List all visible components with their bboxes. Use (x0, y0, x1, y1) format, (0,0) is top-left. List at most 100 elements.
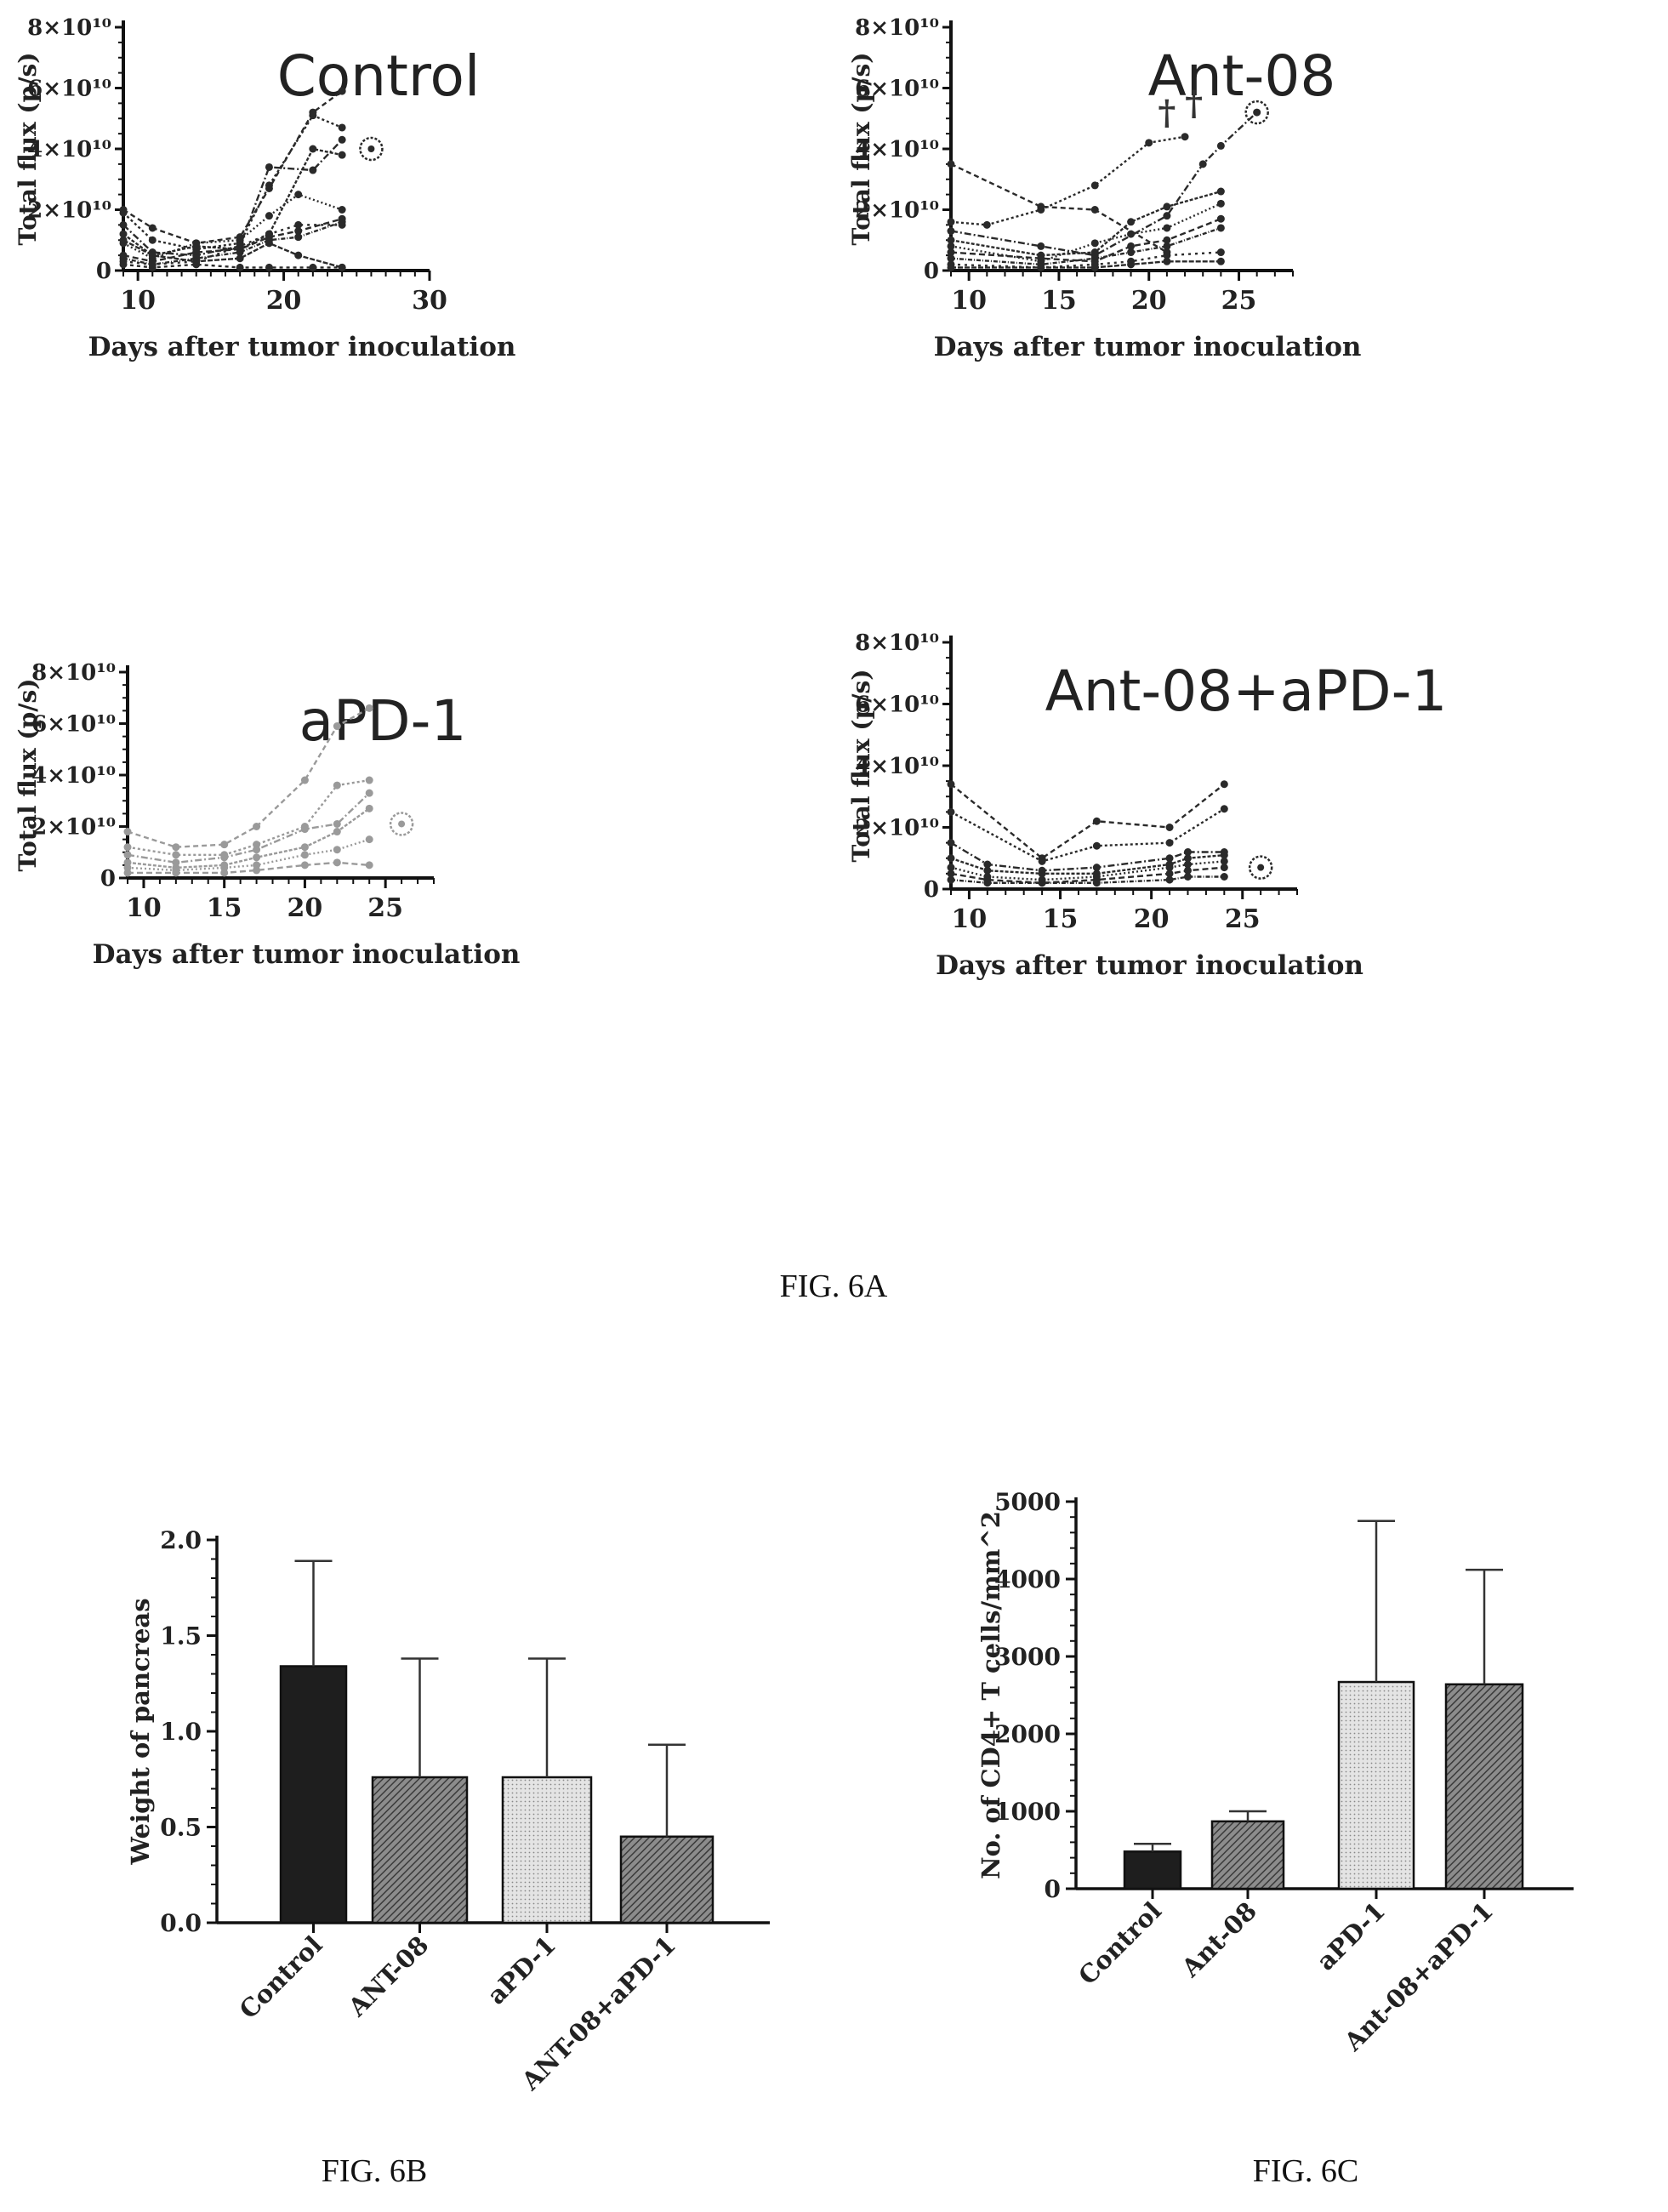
pancreas-y-tick-label: 2.0 (160, 1526, 202, 1554)
combo-data-point (1092, 841, 1101, 850)
combo-data-point (1038, 879, 1046, 887)
control-data-point (119, 260, 128, 269)
apd1-x-tick-label: 15 (207, 893, 242, 923)
ant08-data-point (1127, 248, 1136, 257)
control-y-tick-label: 4×10¹⁰ (27, 137, 111, 162)
apd1-data-point (220, 853, 229, 862)
pancreas-y-tick-label: 0.0 (160, 1909, 202, 1937)
combo-circled-point-dot (1257, 864, 1265, 871)
apd1-y-tick-label: 4×10¹⁰ (31, 763, 116, 789)
apd1-title: aPD-1 (299, 688, 467, 754)
apd1-data-point (220, 869, 229, 877)
combo-data-point (1183, 848, 1192, 856)
ant08-data-point (1127, 260, 1136, 269)
apd1-data-point (123, 869, 132, 877)
ant08-data-point (947, 242, 955, 250)
apd1-data-point (220, 841, 229, 849)
ant08-data-point (1037, 263, 1045, 271)
combo-x-tick-label: 25 (1225, 904, 1261, 934)
ant08-data-point (1090, 181, 1099, 190)
ant08-data-point (1090, 263, 1099, 271)
ant08-data-point (1163, 224, 1171, 232)
control-data-point (192, 248, 201, 257)
control-x-tick-label: 10 (120, 286, 156, 316)
combo-data-point (1038, 857, 1046, 865)
combo-line-chart: 0 2×10¹⁰ 4×10¹⁰ 6×10¹⁰ 8×10¹⁰ 10 15 20 25 Days af… (847, 630, 1447, 981)
ant08-data-point (1216, 248, 1225, 257)
apd1-data-point (253, 853, 261, 862)
ant08-x-tick-label: 25 (1221, 286, 1257, 316)
combo-data-point (1092, 864, 1101, 872)
control-data-point (309, 145, 317, 153)
control-data-point (294, 233, 303, 242)
cd4-y-tick-label: 1000 (994, 1798, 1061, 1826)
combo-circled-point-icon (1248, 855, 1273, 880)
pancreas-bar (619, 1835, 714, 1924)
ant08-data-point (1216, 187, 1225, 196)
ant08-data-point (1163, 251, 1171, 259)
ant08-data-point (1163, 236, 1171, 244)
control-data-point (294, 251, 303, 259)
pancreas-weight-bar-chart: 0.0 0.5 1.0 1.5 2.0 Weight of pancreas Control… (126, 1526, 770, 2096)
control-x-axis-label: Days after tumor inoculation (88, 332, 516, 362)
cd4-y-tick-label: 0 (1045, 1875, 1061, 1903)
combo-data-point (947, 807, 955, 816)
control-data-point (338, 135, 346, 144)
pancreas-category-label: ANT-08 (342, 1930, 434, 2022)
control-data-point (294, 191, 303, 199)
cd4-category-label: Control (1073, 1896, 1167, 1991)
apd1-data-point (365, 789, 373, 797)
cd4-y-tick-label: 5000 (994, 1488, 1061, 1516)
ant08-data-point (947, 218, 955, 226)
ant08-series-line (950, 218, 1221, 263)
ant08-data-point (1127, 230, 1136, 238)
apd1-data-point (333, 828, 341, 836)
control-data-point (236, 236, 244, 244)
apd1-y-tick-label: 0 (100, 866, 116, 892)
combo-data-point (1165, 864, 1174, 872)
combo-y-tick-label: 6×10¹⁰ (855, 693, 939, 718)
control-y-tick-label: 0 (96, 259, 111, 284)
pancreas-category-label: aPD-1 (481, 1930, 561, 2010)
combo-data-point (947, 875, 955, 884)
apd1-data-point (172, 851, 180, 859)
cd4-category-label: aPD-1 (1311, 1896, 1391, 1976)
ant08-y-tick-label: 2×10¹⁰ (855, 198, 939, 224)
apd1-data-point (333, 819, 341, 828)
control-data-point (119, 208, 128, 217)
combo-y-tick-label: 2×10¹⁰ (855, 816, 939, 841)
control-data-point (338, 263, 346, 271)
apd1-circled-point-dot (398, 820, 406, 828)
ant08-data-point (1163, 257, 1171, 265)
apd1-data-point (300, 851, 309, 859)
control-data-point (338, 206, 346, 214)
combo-data-point (1220, 851, 1228, 859)
cd4-y-tick-label: 2000 (994, 1720, 1061, 1748)
combo-data-point (1165, 839, 1174, 847)
control-data-point (338, 220, 346, 229)
combo-data-point (1165, 854, 1174, 863)
combo-data-point (1183, 860, 1192, 869)
control-data-point (148, 263, 157, 271)
control-line-chart: 0 2×10¹⁰ 4×10¹⁰ 6×10¹⁰ 8×10¹⁰ 10 20 30 Days afte… (14, 15, 516, 362)
pancreas-y-tick-label: 1.5 (160, 1622, 202, 1650)
combo-data-point (1183, 873, 1192, 881)
control-data-point (309, 263, 317, 271)
apd1-y-tick-label: 2×10¹⁰ (31, 815, 116, 841)
ant08-series-line (950, 202, 1221, 263)
control-data-point (236, 254, 244, 263)
control-circled-point-icon (359, 136, 384, 162)
control-data-point (294, 220, 303, 229)
combo-data-point (1220, 805, 1228, 813)
apd1-data-point (300, 825, 309, 834)
apd1-x-tick-label: 25 (367, 893, 403, 923)
combo-data-point (1092, 879, 1101, 887)
control-data-point (309, 111, 317, 120)
apd1-x-tick-label: 10 (126, 893, 162, 923)
control-data-point (148, 251, 157, 259)
apd1-data-point (333, 722, 341, 731)
ant08-y-tick-label: 4×10¹⁰ (855, 137, 939, 162)
ant08-series-line (950, 111, 1258, 257)
control-data-point (338, 87, 346, 95)
